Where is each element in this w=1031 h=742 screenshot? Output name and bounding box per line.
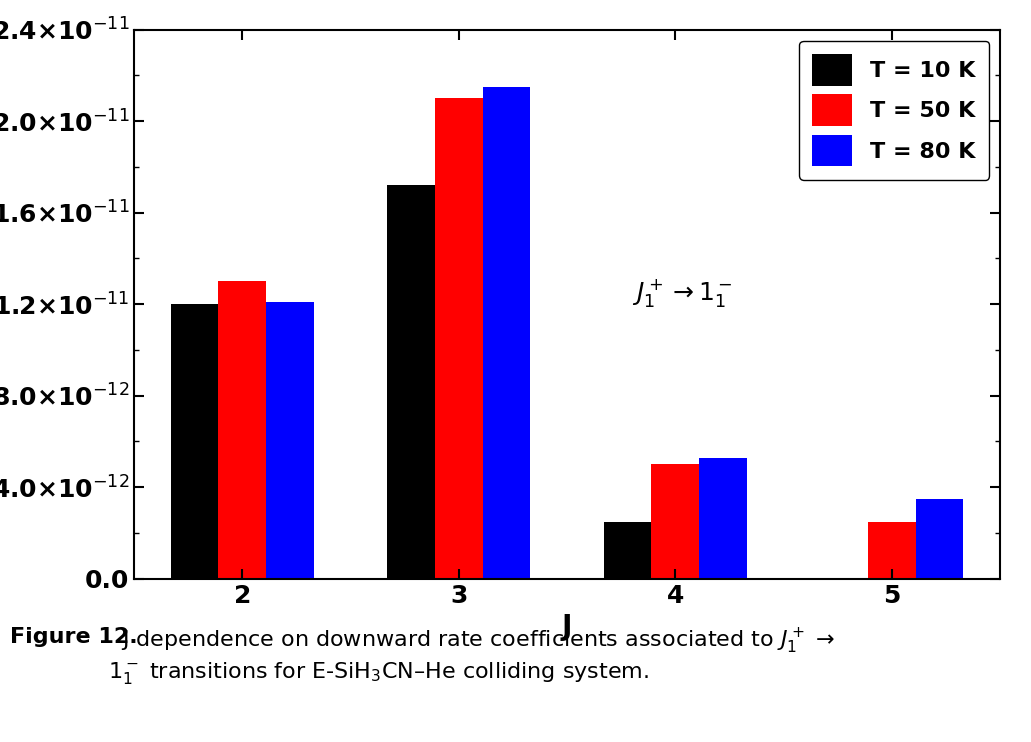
Text: J dependence on downward rate coefficients associated to $J_1^+$ →
$1_1^-$ trans: J dependence on downward rate coefficien… — [108, 627, 835, 686]
Bar — [483, 87, 530, 579]
X-axis label: J: J — [562, 613, 572, 641]
Bar — [171, 304, 219, 579]
Bar — [868, 522, 916, 579]
Bar — [266, 302, 313, 579]
Bar — [435, 99, 483, 579]
Bar — [821, 577, 868, 579]
Bar — [699, 458, 746, 579]
Bar — [219, 281, 266, 579]
Legend: T = 10 K, T = 50 K, T = 80 K: T = 10 K, T = 50 K, T = 80 K — [799, 41, 989, 180]
Bar — [604, 522, 652, 579]
Bar — [388, 186, 435, 579]
Text: Figure 12.: Figure 12. — [10, 627, 138, 647]
Bar — [652, 464, 699, 579]
Text: $J_1^+ \rightarrow 1_1^-$: $J_1^+ \rightarrow 1_1^-$ — [632, 278, 732, 309]
Bar — [916, 499, 963, 579]
